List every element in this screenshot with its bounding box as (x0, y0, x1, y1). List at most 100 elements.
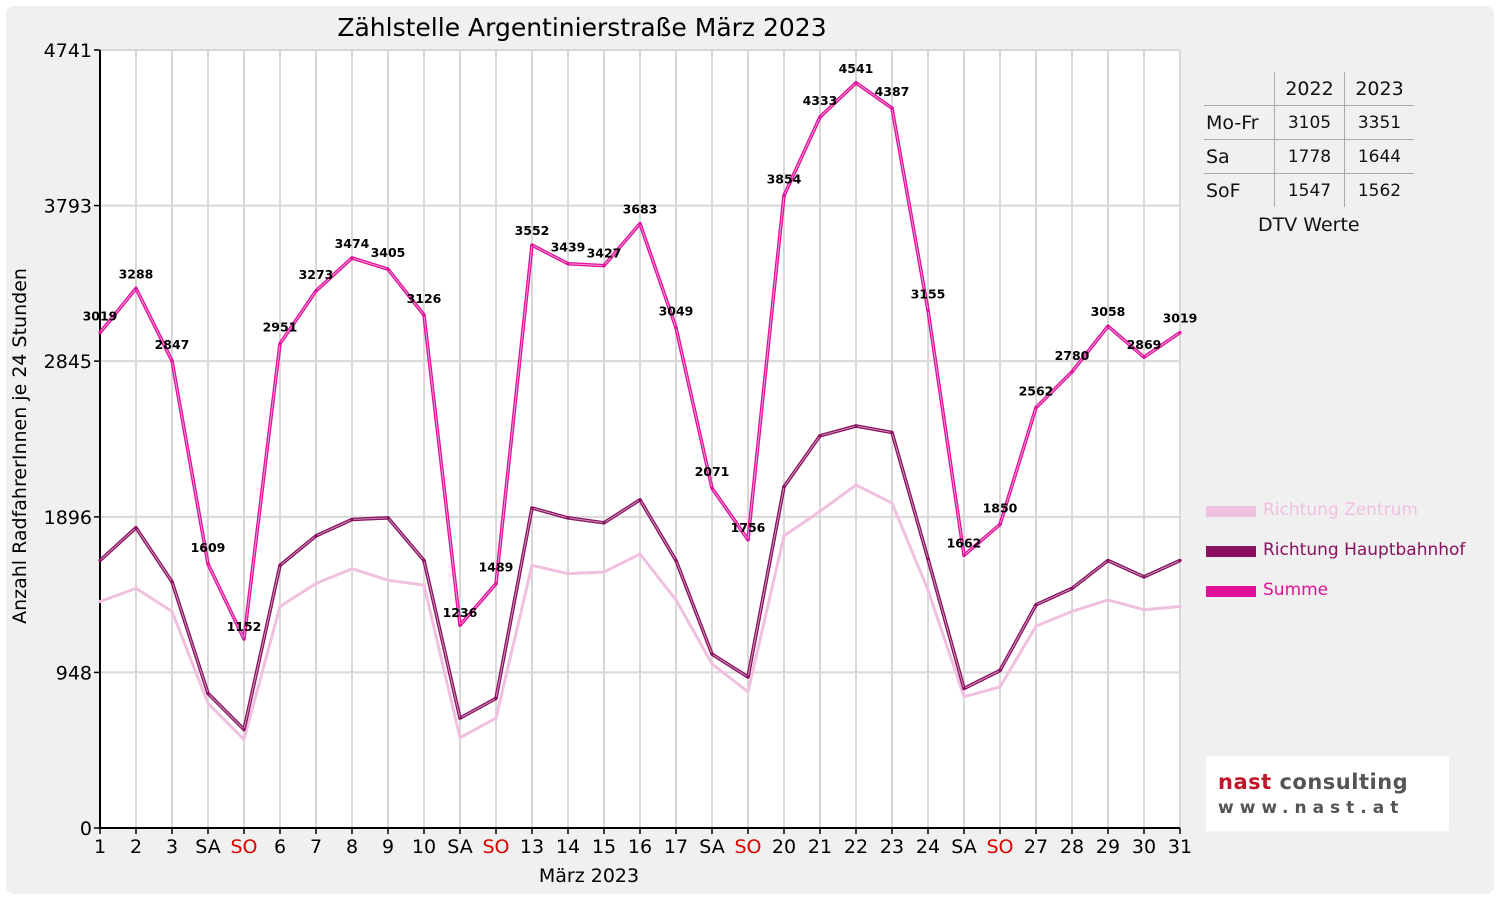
data-point (1106, 324, 1110, 328)
data-label: 1609 (191, 540, 226, 555)
data-point (170, 580, 174, 584)
data-point (854, 81, 858, 85)
data-label: 3155 (911, 286, 946, 301)
data-point (278, 342, 282, 346)
data-point (98, 558, 102, 563)
data-point (494, 716, 498, 720)
data-point (890, 106, 894, 110)
data-point (602, 264, 606, 268)
legend-swatch-zentrum (1206, 506, 1256, 517)
data-label: 3288 (119, 266, 154, 281)
data-point (314, 289, 318, 293)
x-tick-label: SO (986, 836, 1013, 858)
data-label: 2869 (1127, 337, 1162, 352)
data-point (638, 498, 642, 502)
dtv-row-sof: SoF 1547 1562 (1204, 173, 1414, 207)
x-tick-label: 17 (664, 836, 688, 858)
data-point (134, 526, 138, 530)
data-point (458, 736, 462, 740)
x-tick-label: SA (195, 836, 220, 858)
x-tick-label: SO (734, 836, 761, 858)
data-point (818, 115, 822, 119)
data-label: 3019 (1163, 311, 1198, 326)
dtv-header-empty (1204, 72, 1275, 106)
dtv-row-sa: Sa 1778 1644 (1204, 139, 1414, 174)
data-point (530, 243, 534, 247)
data-point (710, 662, 714, 666)
legend-swatch-summe (1206, 586, 1256, 597)
data-point (98, 330, 102, 335)
data-point (1034, 624, 1038, 628)
data-point (350, 256, 354, 260)
data-point (242, 727, 246, 732)
data-point (782, 534, 786, 538)
x-tick-label: 15 (592, 836, 616, 858)
x-tick-label: SO (482, 836, 509, 858)
data-point (458, 623, 462, 627)
y-tick-label: 4741 (44, 40, 92, 62)
data-point (602, 521, 606, 525)
data-point (566, 262, 570, 266)
x-tick-label: 22 (844, 836, 868, 858)
data-point (314, 581, 318, 586)
x-tick-label: 10 (412, 836, 436, 858)
y-tick-label: 2845 (44, 351, 92, 373)
x-tick-label: 14 (556, 836, 580, 858)
data-point (962, 695, 966, 699)
x-tick-label: 1 (94, 836, 106, 858)
data-point (1142, 608, 1146, 612)
data-label: 3474 (335, 236, 370, 251)
data-point (422, 313, 426, 317)
data-point (962, 553, 966, 557)
data-point (998, 522, 1002, 527)
data-point (746, 690, 750, 694)
data-label: 2071 (695, 464, 730, 479)
x-tick-label: 7 (310, 836, 322, 858)
data-point (1142, 355, 1146, 359)
data-label: 4387 (875, 84, 910, 99)
x-tick-label: 13 (520, 836, 544, 858)
x-tick-label: SA (699, 836, 724, 858)
data-label: 2562 (1019, 384, 1054, 399)
dtv-value-2023: 1562 (1344, 173, 1414, 207)
x-tick-label: 24 (916, 836, 940, 858)
data-label: 1850 (983, 500, 1018, 515)
data-point (1034, 603, 1038, 607)
data-point (1142, 575, 1146, 579)
data-point (566, 572, 570, 576)
y-tick-label: 948 (56, 662, 92, 684)
x-tick-label: 28 (1060, 836, 1084, 858)
data-point (1178, 330, 1182, 335)
data-point (746, 538, 750, 542)
data-point (674, 598, 678, 602)
data-point (926, 308, 930, 312)
data-point (674, 558, 678, 563)
company-logo: nast consulting www.nast.at (1206, 756, 1449, 831)
data-point (242, 637, 246, 641)
data-point (206, 562, 210, 566)
x-tick-label: 27 (1024, 836, 1048, 858)
data-point (386, 578, 390, 582)
data-point (1070, 609, 1074, 613)
data-point (710, 652, 714, 656)
data-point (962, 686, 966, 691)
logo-wordmark: nast consulting (1218, 770, 1408, 794)
data-point (1106, 598, 1110, 602)
data-label: 3126 (407, 291, 442, 306)
data-point (530, 563, 534, 568)
y-tick-label: 3793 (44, 196, 92, 218)
data-point (890, 501, 894, 505)
data-point (818, 434, 822, 438)
data-point (674, 326, 678, 330)
data-point (602, 570, 606, 574)
dtv-row-label: Sa (1204, 139, 1275, 174)
data-point (854, 483, 858, 487)
data-point (206, 701, 210, 705)
data-point (386, 516, 390, 520)
x-tick-label: 6 (274, 836, 286, 858)
legend-label-zentrum: Richtung Zentrum (1263, 500, 1418, 520)
data-point (746, 675, 750, 679)
data-point (170, 359, 174, 363)
data-point (1070, 586, 1074, 591)
data-label: 3683 (623, 202, 658, 217)
